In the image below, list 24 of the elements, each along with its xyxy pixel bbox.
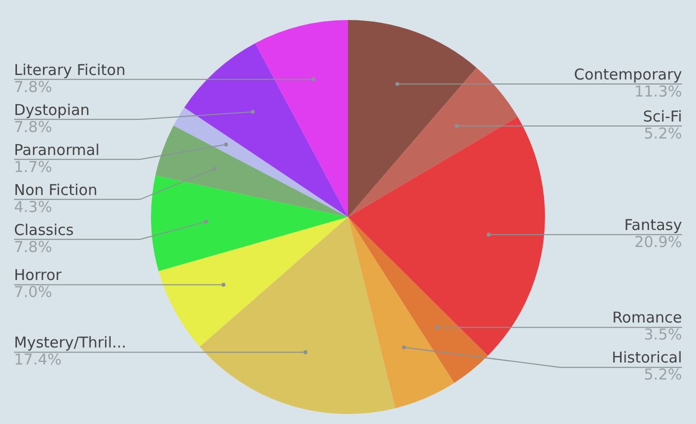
slice-label: Fantasy bbox=[624, 216, 682, 234]
data-label: 1.7% bbox=[14, 158, 52, 176]
slice-label: Classics bbox=[14, 220, 74, 239]
data-label: 7.8% bbox=[14, 78, 52, 96]
slice-label: Paranormal bbox=[14, 140, 100, 159]
data-label: 20.9% bbox=[634, 232, 682, 251]
data-label: 11.3% bbox=[634, 82, 682, 100]
slice-label: Contemporary bbox=[574, 65, 682, 84]
slice-label: Romance bbox=[612, 308, 682, 327]
slice-label: Horror bbox=[14, 266, 62, 284]
slice-label: Historical bbox=[612, 348, 682, 367]
data-label: 7.0% bbox=[14, 283, 52, 302]
slice-label: Dystopian bbox=[14, 100, 90, 119]
slice-label: Mystery/Thril... bbox=[14, 334, 126, 352]
slice-label: Non Fiction bbox=[14, 180, 98, 199]
data-label: 17.4% bbox=[14, 350, 62, 369]
slice-label: Sci-Fi bbox=[642, 107, 682, 126]
slice-label: Literary Ficiton bbox=[14, 60, 126, 79]
data-label: 7.8% bbox=[14, 238, 52, 256]
data-label: 5.2% bbox=[644, 366, 682, 384]
data-label: 7.8% bbox=[14, 118, 52, 136]
data-label: 3.5% bbox=[644, 326, 682, 344]
data-label: 5.2% bbox=[644, 124, 682, 142]
data-label: 4.3% bbox=[14, 198, 52, 216]
